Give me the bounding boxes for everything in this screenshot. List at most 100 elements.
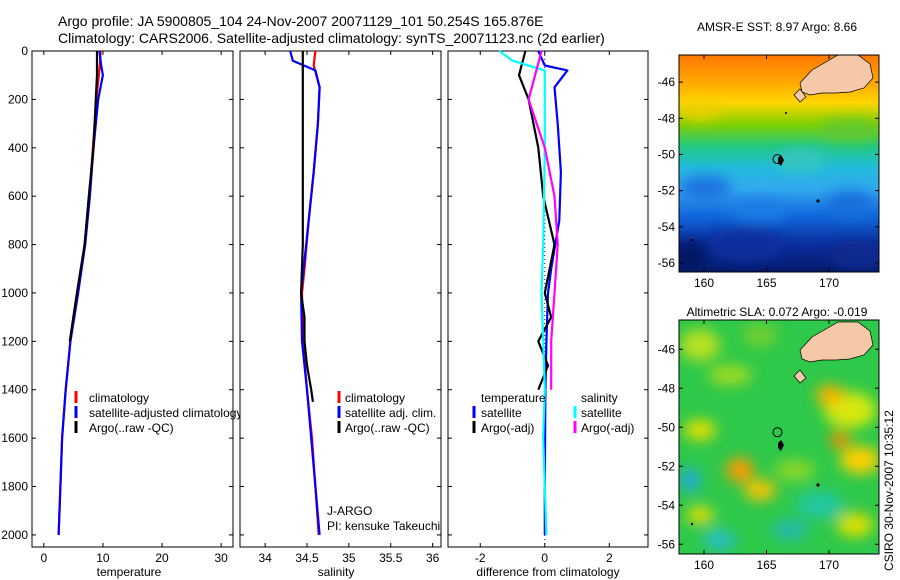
map-x-tick-label: 160 xyxy=(694,558,714,572)
map-x-tick-label: 170 xyxy=(819,276,839,290)
map-x-tick-label: 165 xyxy=(756,558,776,572)
sla-island-campbell xyxy=(778,440,784,451)
map-y-tick-label: -48 xyxy=(658,381,676,395)
jargo-annotation: J-ARGO xyxy=(327,504,372,518)
salinity-axes-frame xyxy=(239,50,442,548)
legend-label-sal-argo: Argo(-adj) xyxy=(581,421,634,435)
temperature-y-ticks: 0 200 400 600 800 1000 1200 1400 1600 1800 2000 xyxy=(1,44,233,542)
sla-dot-2 xyxy=(690,522,694,526)
y-tick-label: 1400 xyxy=(1,383,28,397)
x-tick-label: 10 xyxy=(96,551,110,565)
salinity-series xyxy=(289,50,321,535)
map-y-tick-label: -50 xyxy=(658,147,676,161)
x-tick-label: 0 xyxy=(40,551,47,565)
y-tick-label: 200 xyxy=(8,92,28,106)
x-tick-label: 34.5 xyxy=(295,551,319,565)
temperature-axes-frame xyxy=(31,50,234,548)
sst-map-y-ticks: -46 -48 -50 -52 -54 -56 xyxy=(658,75,879,270)
temperature-series xyxy=(57,50,105,535)
temperature-panel: 0 200 400 600 800 1000 1200 1400 1600 1800 2000 0 1… xyxy=(1,44,242,579)
y-tick-label: 600 xyxy=(8,189,28,203)
legend-group-salinity: salinity xyxy=(581,391,618,405)
legend-label-sal-satellite: satellite xyxy=(581,406,622,420)
map-y-tick-label: -54 xyxy=(658,498,676,512)
y-tick-label: 2000 xyxy=(1,528,28,542)
map-y-tick-label: -46 xyxy=(658,342,676,356)
map-y-tick-label: -56 xyxy=(658,537,676,551)
temperature-x-label: temperature xyxy=(97,565,162,579)
salinity-panel: 34 34.5 35 35.5 36 salinity climatology sate… xyxy=(239,50,442,579)
difference-x-ticks: -2 0 2 xyxy=(475,51,613,565)
series-line-satellite-adj-clim xyxy=(289,50,321,535)
map-y-tick-label: -46 xyxy=(658,75,676,89)
sst-argo-marker xyxy=(772,154,783,165)
temperature-legend: climatology satellite-adjusted climatolo… xyxy=(74,391,242,435)
x-tick-label: 20 xyxy=(155,551,169,565)
sla-land-islands xyxy=(793,369,807,384)
difference-x-label: difference from climatology xyxy=(476,565,619,579)
difference-y-ticks xyxy=(448,50,648,536)
sst-texture xyxy=(679,102,879,269)
sst-map-frame xyxy=(678,54,880,273)
y-tick-label: 1800 xyxy=(1,480,28,494)
x-tick-label: 35 xyxy=(342,551,356,565)
y-tick-label: 800 xyxy=(8,238,28,252)
legend-label-temp-satellite: satellite xyxy=(481,406,522,420)
x-tick-label: 30 xyxy=(214,551,228,565)
header-line-2: Climatology: CARS2006. Satellite-adjuste… xyxy=(58,30,605,46)
series-line-argo-raw-qc xyxy=(68,51,99,342)
sla-dot-1 xyxy=(816,483,820,487)
map-y-tick-label: -52 xyxy=(658,459,676,473)
legend-label-argo: Argo(..raw -QC) xyxy=(89,421,174,435)
header-line-1: Argo profile: JA 5900805_104 24-Nov-2007… xyxy=(58,13,543,29)
legend-label-temp-argo: Argo(-adj) xyxy=(481,421,534,435)
map-x-tick-label: 170 xyxy=(819,558,839,572)
x-tick-label: 36 xyxy=(426,551,440,565)
sst-field xyxy=(679,55,879,272)
map-y-tick-label: -56 xyxy=(658,256,676,270)
legend-label-satellite-adjusted: satellite-adjusted climatology xyxy=(89,406,242,420)
series-line-salinity-argo-adj xyxy=(527,50,559,390)
x-tick-label: 0 xyxy=(541,551,548,565)
sst-dot-2 xyxy=(690,238,694,242)
salinity-y-ticks xyxy=(240,50,441,536)
sst-land-islands xyxy=(793,88,807,103)
difference-legend: temperature satellite Argo(-adj) salinit… xyxy=(472,391,634,435)
y-tick-label: 1000 xyxy=(1,286,28,300)
sla-argo-marker xyxy=(772,427,783,438)
sst-dot-3 xyxy=(785,112,787,114)
sst-map-x-ticks: 160 165 170 xyxy=(694,55,839,290)
sst-map-title: AMSR-E SST: 8.97 Argo: 8.66 xyxy=(697,20,857,34)
map-x-tick-label: 160 xyxy=(694,276,714,290)
credit-stamp: CSIRO 30-Nov-2007 10:35:12 xyxy=(882,410,896,571)
sla-map-frame xyxy=(678,319,880,555)
series-line-salinity-satellite xyxy=(498,50,548,535)
pi-annotation: PI: kensuke Takeuchi xyxy=(327,519,440,533)
sla-land-new-zealand xyxy=(799,321,874,363)
x-tick-label: -2 xyxy=(475,551,486,565)
sla-map-y-ticks: -46 -48 -50 -52 -54 -56 xyxy=(658,342,879,551)
y-tick-label: 1200 xyxy=(1,334,28,348)
series-line-temperature-argo-adj xyxy=(517,50,556,391)
sst-land-new-zealand xyxy=(799,55,874,96)
sla-texture xyxy=(680,323,879,550)
x-tick-label: 2 xyxy=(606,551,613,565)
sla-map-x-ticks: 160 165 170 xyxy=(694,320,839,572)
y-tick-label: 400 xyxy=(8,141,28,155)
salinity-x-ticks: 34 34.5 35 35.5 36 xyxy=(258,51,440,565)
sst-dot-1 xyxy=(816,199,820,203)
difference-series xyxy=(498,50,569,535)
x-tick-label: 35.5 xyxy=(379,551,403,565)
legend-label-argo: Argo(..raw -QC) xyxy=(345,421,430,435)
series-line-argo-raw-qc xyxy=(300,51,314,402)
y-tick-label: 0 xyxy=(21,44,28,58)
legend-label-climatology: climatology xyxy=(89,391,149,405)
map-x-tick-label: 165 xyxy=(756,276,776,290)
sla-field xyxy=(679,320,879,554)
sla-map-title: Altimetric SLA: 0.072 Argo: -0.019 xyxy=(687,305,868,319)
salinity-x-label: salinity xyxy=(318,565,355,579)
y-tick-label: 1600 xyxy=(1,431,28,445)
map-y-tick-label: -48 xyxy=(658,111,676,125)
salinity-legend: climatology satellite adj. clim. Argo(..… xyxy=(337,391,436,435)
